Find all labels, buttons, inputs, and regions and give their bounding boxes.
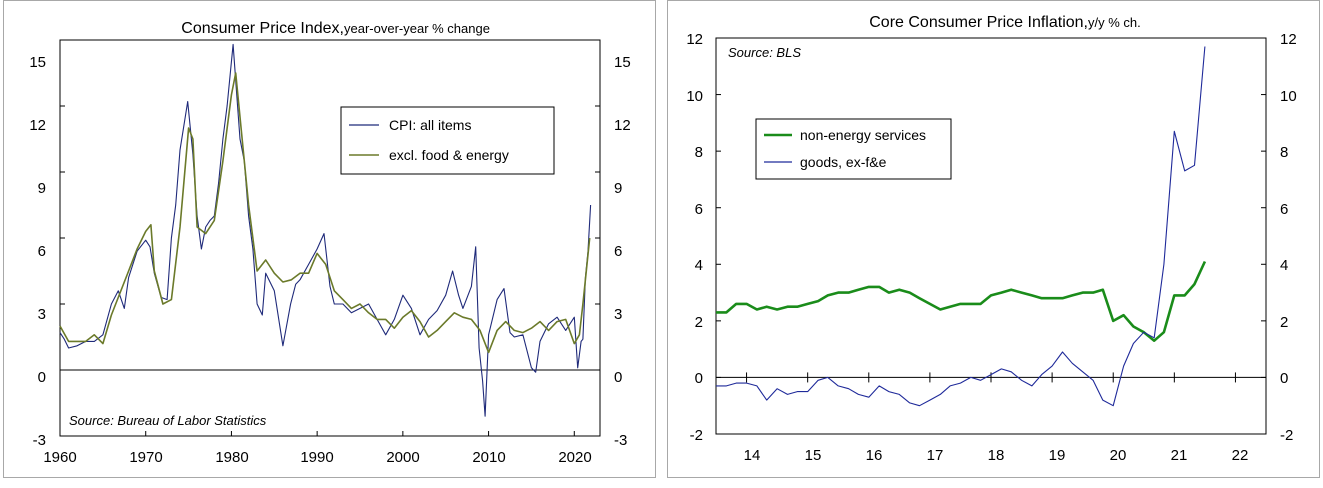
axis-ticks [59,39,600,437]
x-tick-label: 1990 [300,449,333,466]
plot-frame [715,37,1267,435]
y-tick-label: 8 [695,144,703,161]
series-lines [59,43,592,417]
y-tick-label: 0 [38,369,46,386]
x-tick-label: 2010 [472,449,505,466]
plot-frame [59,39,601,437]
x-tick-label: 14 [744,447,761,464]
cpi-chart-svg: Consumer Price Index, year-over-year % c… [29,20,631,466]
legend-label-cpi: CPI: all items [389,117,471,133]
legend-box [340,106,555,175]
y-tick-label-right: -2 [1280,427,1293,444]
series-lines [716,46,1207,407]
core-inflation-chart-panel: Core Consumer Price Inflation, y/y % ch.… [667,0,1320,478]
y-tick-label: 2 [695,314,703,331]
source-note: Source: Bureau of Labor Statistics [69,413,267,428]
x-tick-label: 22 [1232,447,1249,464]
chart-subtitle: year-over-year % change [344,21,490,36]
x-tick-label: 2020 [558,449,591,466]
y-tick-label: 6 [695,201,703,218]
y-tick-label-right: 2 [1280,314,1288,331]
y-tick-label-right: 0 [1280,370,1288,387]
y-tick-label: 15 [29,54,46,71]
y-tick-label: 3 [38,306,46,323]
x-tick-label: 2000 [386,449,419,466]
cpi-chart-panel: Consumer Price Index, year-over-year % c… [3,0,656,478]
legend-label-goods: goods, ex-f&e [800,154,887,170]
y-tick-label: 6 [38,243,46,260]
legend-label-services: non-energy services [800,127,926,143]
legend-label-core: excl. food & energy [389,147,509,163]
y-tick-label-right: 15 [614,54,631,71]
y-tick-label-right: 0 [614,369,622,386]
legend-box [755,118,952,180]
y-tick-label-right: 12 [614,117,631,134]
x-tick-label: 1960 [43,449,76,466]
source-note: Source: BLS [728,45,801,60]
series-line-cpi [59,43,592,417]
core-inflation-chart-svg: Core Consumer Price Inflation, y/y % ch.… [686,14,1297,464]
axis-ticks [716,37,1266,435]
y-tick-label-right: 8 [1280,144,1288,161]
x-tick-label: 1980 [215,449,248,466]
y-tick-label: 0 [695,370,703,387]
chart-title: Core Consumer Price Inflation, [869,14,1088,31]
y-tick-label-right: 6 [1280,201,1288,218]
y-tick-label: 12 [686,31,703,48]
y-tick-label: -3 [33,432,46,449]
y-tick-label-right: 9 [614,180,622,197]
x-tick-label: 16 [866,447,883,464]
y-tick-label-right: 12 [1280,31,1297,48]
y-tick-label-right: 3 [614,306,622,323]
y-tick-label-right: 4 [1280,257,1288,274]
y-tick-label: 10 [686,88,703,105]
x-tick-label: 20 [1110,447,1127,464]
x-tick-label: 21 [1171,447,1188,464]
chart-title: Consumer Price Index, [181,20,344,37]
y-tick-label-right: -3 [614,432,627,449]
x-tick-label: 1970 [129,449,162,466]
x-tick-label: 17 [927,447,944,464]
series-line-goods [716,46,1206,407]
y-tick-label: 9 [38,180,46,197]
x-tick-label: 15 [805,447,822,464]
chart-subtitle: y/y % ch. [1088,15,1141,30]
y-tick-label: 12 [29,117,46,134]
y-tick-label-right: 10 [1280,88,1297,105]
y-tick-label: 4 [695,257,703,274]
y-tick-label: -2 [690,427,703,444]
x-tick-label: 19 [1049,447,1066,464]
series-line-services [716,260,1207,343]
series-line-core [59,72,591,354]
y-tick-label-right: 6 [614,243,622,260]
x-tick-label: 18 [988,447,1005,464]
